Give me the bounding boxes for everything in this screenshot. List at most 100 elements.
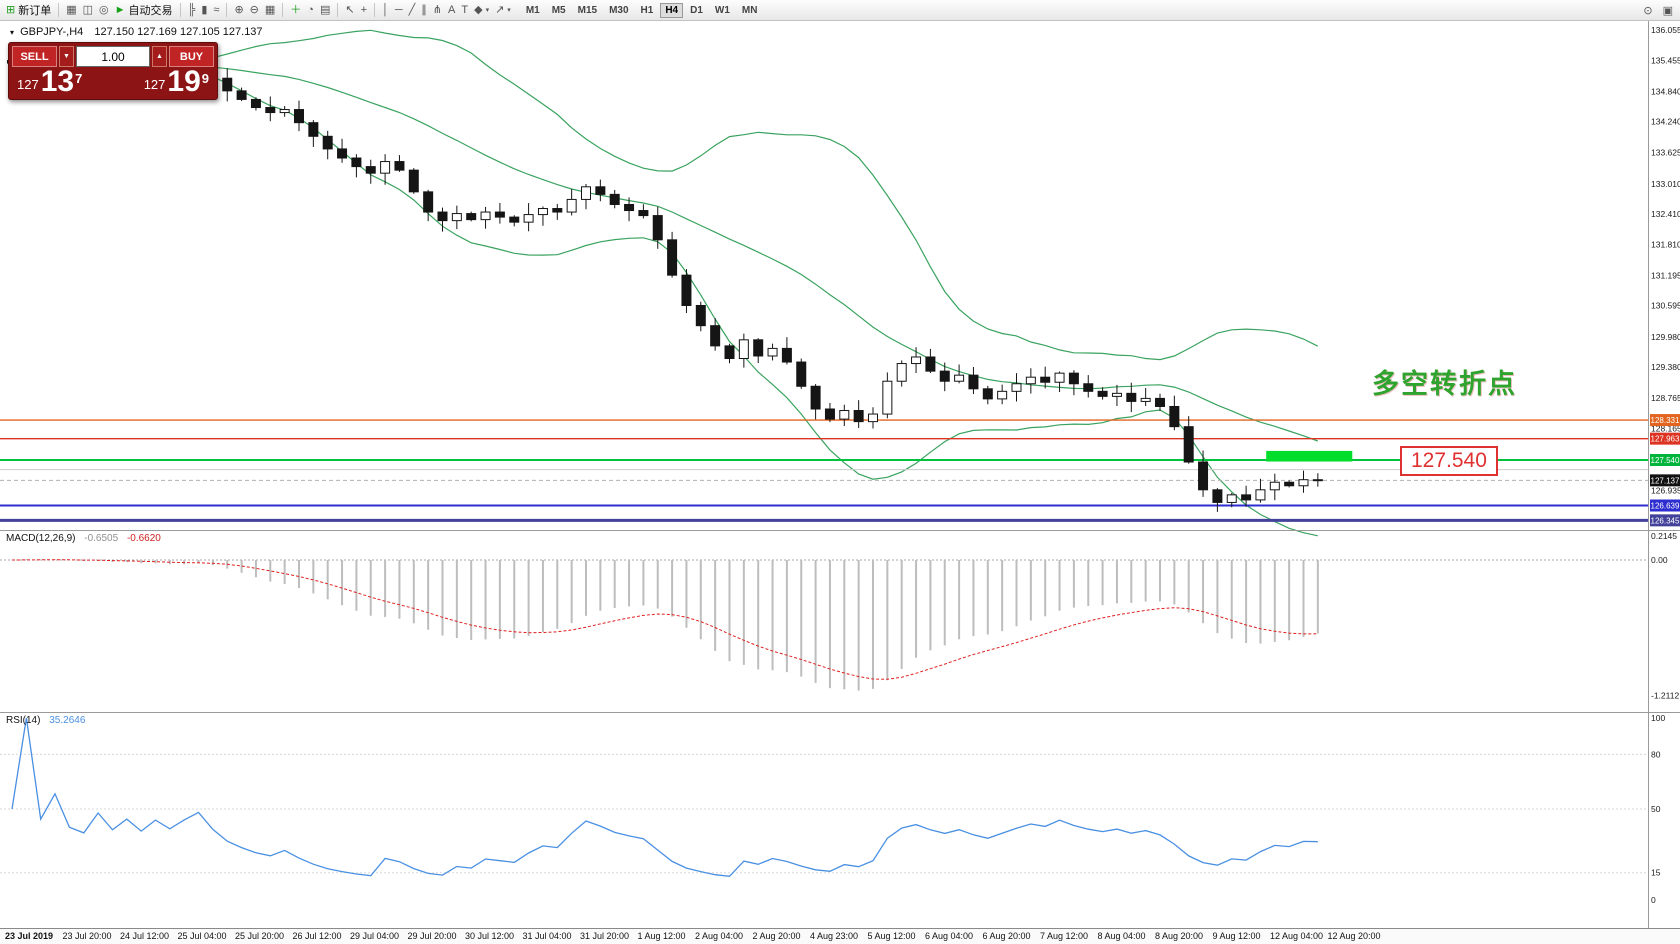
timeframe-m5[interactable]: M5 bbox=[551, 4, 566, 16]
sell-price-pips: 13 bbox=[40, 65, 75, 98]
price-axis-label: 135.455 bbox=[1651, 55, 1680, 65]
line-chart-mode-button[interactable]: ≈ bbox=[210, 1, 222, 19]
chevron-down-icon: ▾ bbox=[485, 7, 490, 14]
candle-body bbox=[322, 135, 333, 150]
timeframe-m1[interactable]: M1 bbox=[525, 4, 540, 16]
price-callout[interactable]: 127.540 bbox=[1400, 446, 1498, 476]
periods-button[interactable]: ◔ bbox=[304, 1, 317, 19]
time-axis-label: 2 Aug 20:00 bbox=[752, 931, 801, 941]
volume-input[interactable] bbox=[76, 46, 150, 67]
symbol-name: GBPJPY-,H4 bbox=[20, 26, 84, 38]
shapes-tool-button[interactable]: ◆ ▾ bbox=[471, 1, 492, 19]
candle-body bbox=[982, 388, 993, 400]
timeframe-m15[interactable]: M15 bbox=[577, 4, 598, 16]
bar-chart-mode-button[interactable]: ╠ bbox=[185, 1, 199, 19]
candle-body bbox=[781, 347, 792, 363]
price-axis-label: 133.010 bbox=[1651, 179, 1680, 189]
toolbar: ⊞ 新订单 ▦ ◫ ◎ ► 自动交易 ╠ ▮ ≈ ⊕ ⊖ ▦ ＋ ◔ ▤ ↖ + │ ─ ╱ ∥ ⋔ A T ◆ ▾ ↗ ▾ M1 M5 M… bbox=[0, 0, 1680, 21]
zoom-out-button[interactable]: ⊖ bbox=[247, 1, 262, 19]
zoom-in-button[interactable]: ⊕ bbox=[231, 1, 246, 19]
sell-price[interactable]: 127 13 7 bbox=[17, 65, 82, 98]
sound-button[interactable]: ◎ bbox=[96, 1, 112, 19]
toolbar-separator bbox=[179, 3, 181, 17]
symbol-ohlc-values: 127.150 127.169 127.105 127.137 bbox=[94, 26, 263, 38]
channel-tool-button[interactable]: ∥ bbox=[418, 1, 430, 19]
toolbar-separator bbox=[374, 3, 375, 17]
timeframe-h4[interactable]: H4 bbox=[660, 2, 684, 18]
tile-windows-button[interactable]: ▦ bbox=[262, 1, 278, 19]
pitchfork-tool-button[interactable]: ⋔ bbox=[430, 1, 445, 19]
time-axis-label: 9 Aug 12:00 bbox=[1212, 931, 1261, 941]
auto-trading-button-label: 自动交易 bbox=[128, 5, 173, 17]
trade-panel-prices: 127 13 7 127 19 9 bbox=[12, 67, 214, 96]
buy-button[interactable]: BUY bbox=[169, 46, 214, 67]
zoom-out-icon: ⊖ bbox=[249, 3, 259, 16]
candle-body bbox=[1140, 397, 1151, 402]
price-axis-label: 129.380 bbox=[1651, 362, 1680, 372]
timeframe-h1[interactable]: H1 bbox=[640, 4, 654, 16]
horizontal-line-tool-icon: ─ bbox=[394, 3, 403, 16]
price-axis-label: 129.980 bbox=[1651, 332, 1680, 342]
candle-body bbox=[351, 157, 362, 168]
buy-price[interactable]: 127 19 9 bbox=[144, 67, 209, 96]
volume-increase-button[interactable]: ▲ bbox=[152, 46, 167, 67]
shapes-tool-icon: ◆ bbox=[474, 3, 483, 16]
terminal-button[interactable]: ▣ bbox=[1660, 2, 1676, 20]
timeframe-mn[interactable]: MN bbox=[741, 4, 758, 16]
timeframe-m30[interactable]: M30 bbox=[609, 4, 629, 16]
trendline-tool-button[interactable]: ╱ bbox=[406, 1, 419, 19]
magnifier-button[interactable]: ⊙ bbox=[1640, 2, 1655, 20]
macd-axis-label: -1.2112 bbox=[1651, 691, 1679, 701]
candlestick-mode-button[interactable]: ▮ bbox=[198, 1, 210, 19]
candle-body bbox=[1298, 479, 1309, 487]
timeframe-d1[interactable]: D1 bbox=[690, 4, 703, 16]
candle-body bbox=[595, 186, 606, 195]
time-axis: 23 Jul 2019 23 Jul 20:00 24 Jul 12:00 25 Ju… bbox=[0, 928, 1680, 944]
highlight-rectangle[interactable] bbox=[1266, 450, 1353, 462]
rsi-label: RSI(14) 35.2646 bbox=[6, 715, 85, 726]
horizontal-line-tool-button[interactable]: ─ bbox=[392, 1, 406, 19]
channel-tool-icon: ∥ bbox=[421, 3, 427, 16]
price-axis-label: 134.240 bbox=[1651, 117, 1680, 127]
candle-body bbox=[868, 413, 878, 423]
candle-body bbox=[1183, 426, 1194, 463]
candle-body bbox=[738, 339, 749, 360]
candle-body bbox=[265, 107, 276, 114]
candle-body bbox=[925, 356, 936, 372]
cursor-tool-icon: ↖ bbox=[345, 3, 355, 16]
new-order-button[interactable]: ⊞ 新订单 bbox=[3, 1, 54, 19]
macd-axis-label: 0.2145 bbox=[1651, 531, 1677, 541]
crosshair-tool-button[interactable]: + bbox=[358, 1, 370, 19]
price-badge-value: 127.963 bbox=[1651, 435, 1680, 444]
text-tool-button[interactable]: A bbox=[445, 1, 458, 19]
collapse-triangle-icon[interactable]: ▾ bbox=[10, 28, 15, 37]
templates-button[interactable]: ▤ bbox=[317, 1, 333, 19]
timeframe-buttons: M1 M5 M15 M30 H1 H4 D1 W1 MN bbox=[520, 2, 764, 18]
price-badge bbox=[1650, 414, 1680, 427]
cursor-tool-button[interactable]: ↖ bbox=[342, 1, 357, 19]
candle-body bbox=[222, 77, 233, 92]
candle-body bbox=[997, 390, 1008, 400]
periods-icon: ◔ bbox=[307, 3, 314, 16]
candle-body bbox=[624, 203, 635, 212]
timeframe-w1[interactable]: W1 bbox=[714, 4, 730, 16]
candle-body bbox=[437, 211, 448, 222]
candle-body bbox=[537, 208, 548, 216]
arrows-tool-button[interactable]: ↗ ▾ bbox=[492, 1, 514, 19]
annotation-text[interactable]: 多空转折点 bbox=[1372, 369, 1517, 399]
candle-body bbox=[1312, 479, 1323, 482]
indicators-button[interactable]: ＋ bbox=[287, 1, 304, 19]
candle-body bbox=[480, 211, 491, 221]
vertical-line-tool-button[interactable]: │ bbox=[379, 1, 392, 19]
price-badge bbox=[1650, 474, 1680, 487]
candle-body bbox=[1169, 405, 1180, 428]
profiles-button[interactable]: ◫ bbox=[80, 1, 96, 19]
new-chart-button[interactable]: ▦ bbox=[63, 1, 79, 19]
sell-price-integer: 127 bbox=[17, 76, 39, 92]
sell-button[interactable]: SELL bbox=[12, 46, 57, 67]
auto-trading-button[interactable]: ► 自动交易 bbox=[112, 1, 176, 19]
candle-body bbox=[681, 274, 692, 306]
volume-decrease-button[interactable]: ▼ bbox=[59, 46, 74, 67]
time-axis-label: 4 Aug 23:00 bbox=[810, 931, 859, 941]
label-tool-button[interactable]: T bbox=[458, 1, 471, 19]
